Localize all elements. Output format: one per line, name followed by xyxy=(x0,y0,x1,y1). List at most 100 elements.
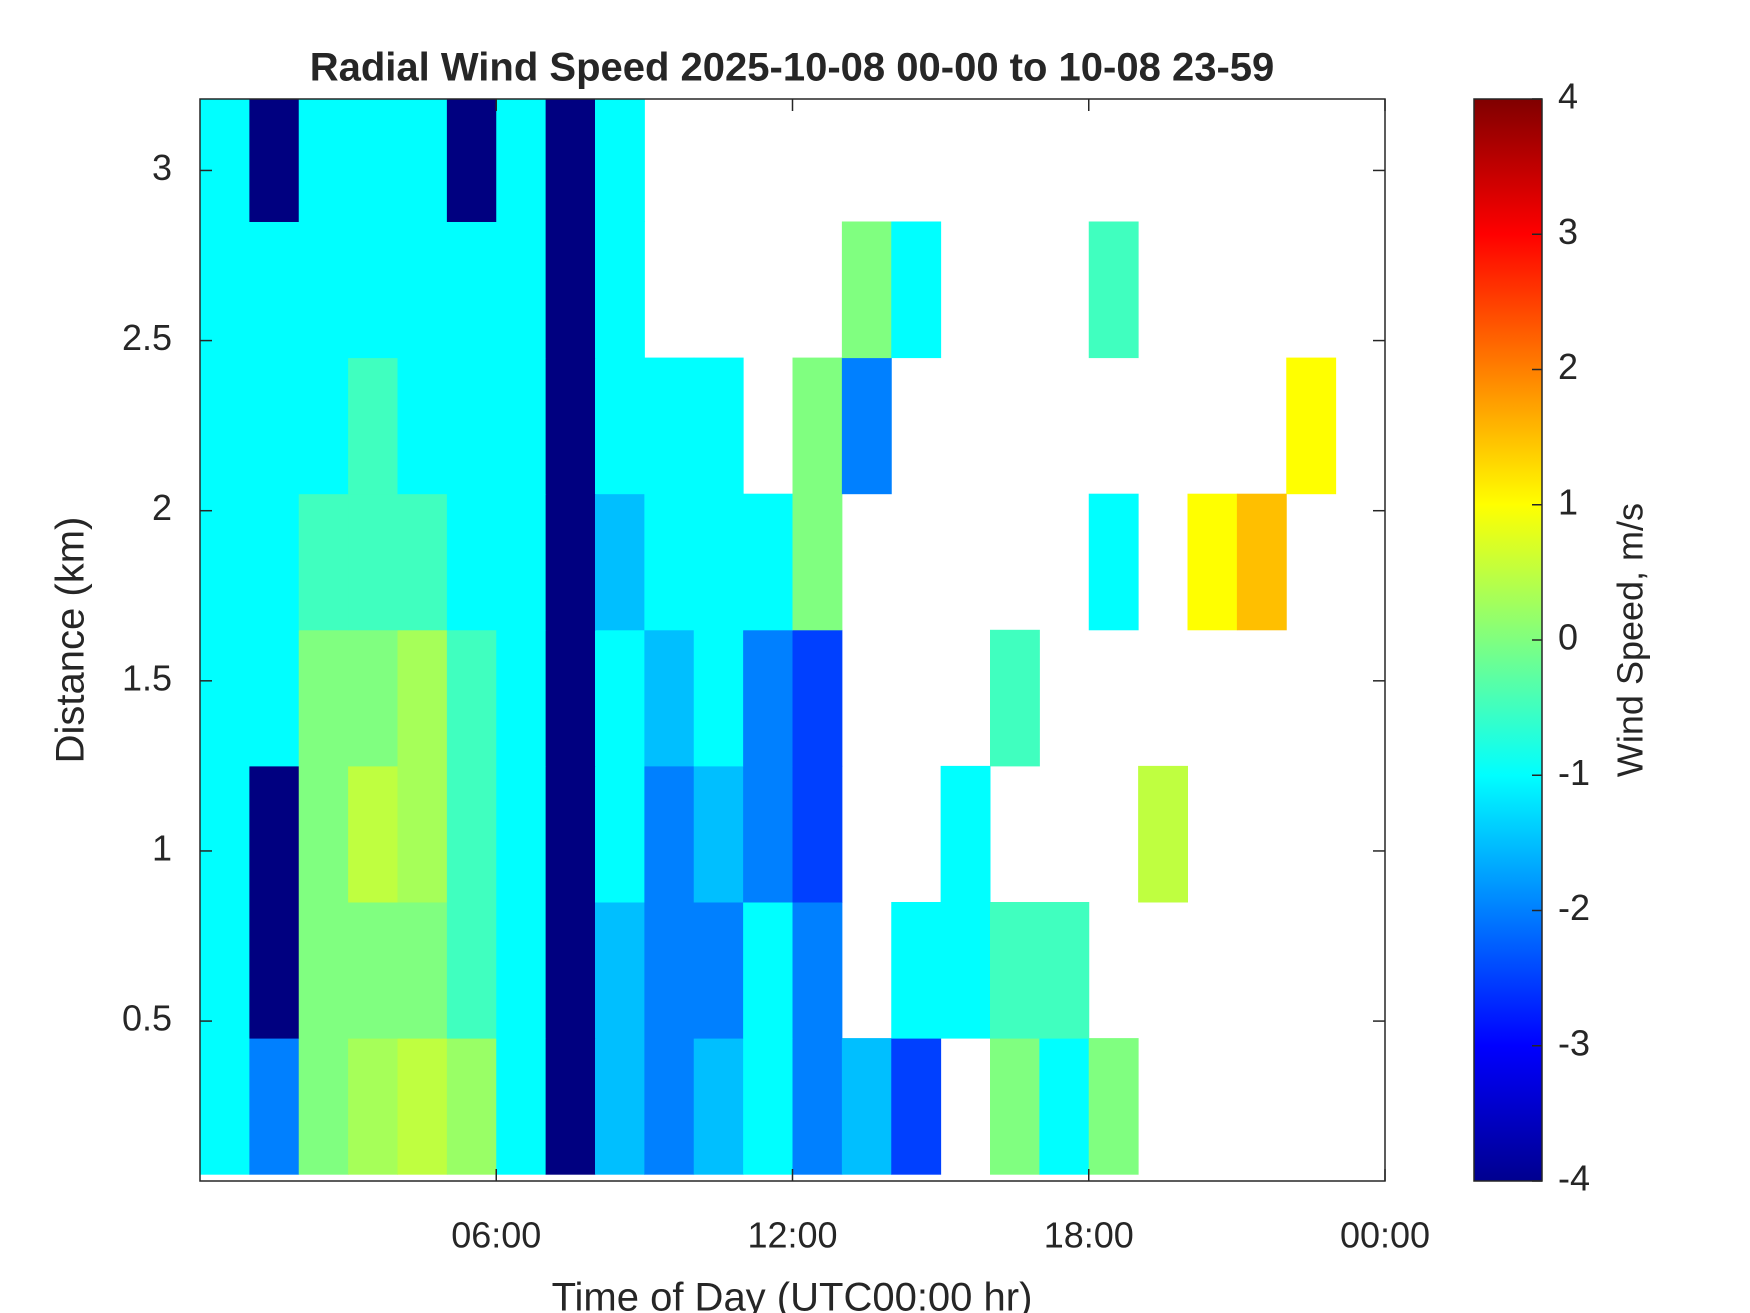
heatmap-cell xyxy=(545,221,596,359)
heatmap-cell xyxy=(397,221,448,359)
heatmap-cell xyxy=(397,1038,448,1175)
heatmap-cell xyxy=(348,901,398,1039)
heatmap-cell xyxy=(200,901,250,1039)
heatmap-cell xyxy=(348,99,398,222)
heatmap-cell xyxy=(743,493,793,631)
heatmap-cell xyxy=(990,1038,1040,1175)
heatmap-cell xyxy=(743,765,793,903)
y-tick-label: 1.5 xyxy=(122,657,172,698)
heatmap-cell xyxy=(397,99,448,222)
heatmap-cell xyxy=(743,629,793,767)
heatmap-cell xyxy=(446,901,497,1039)
heatmap-cell xyxy=(545,629,596,767)
heatmap-cell xyxy=(990,901,1040,1039)
heatmap-cell xyxy=(446,221,497,359)
heatmap-cell xyxy=(644,1038,695,1175)
heatmap-cell xyxy=(1138,765,1188,903)
heatmap-cell xyxy=(792,357,843,495)
heatmap-cell xyxy=(1039,1038,1090,1175)
heatmap-cell xyxy=(595,493,645,631)
y-axis-label: Distance (km) xyxy=(49,517,93,764)
colorbar-tick-label: -3 xyxy=(1558,1022,1590,1063)
y-tick-label: 0.5 xyxy=(122,998,172,1039)
heatmap-cell xyxy=(693,357,744,495)
y-tick-label: 2 xyxy=(152,487,172,528)
heatmap-cell xyxy=(496,357,547,495)
heatmap-cell xyxy=(200,99,250,222)
x-tick-label: 18:00 xyxy=(1044,1215,1134,1256)
heatmap-cell xyxy=(446,493,497,631)
heatmap-cell xyxy=(940,765,991,903)
heatmap-cell xyxy=(1088,493,1139,631)
heatmap-cell xyxy=(348,493,398,631)
heatmap-cell xyxy=(644,629,695,767)
heatmap-cell xyxy=(200,493,250,631)
y-tick-label: 2.5 xyxy=(122,317,172,358)
heatmap-cell xyxy=(792,765,843,903)
heatmap-cell xyxy=(545,357,596,495)
heatmap-cell xyxy=(348,1038,398,1175)
heatmap-cell xyxy=(940,901,991,1039)
heatmap-cell xyxy=(446,629,497,767)
heatmap-cell xyxy=(446,357,497,495)
heatmap xyxy=(200,99,1337,1175)
heatmap-cell xyxy=(743,901,793,1039)
heatmap-cell xyxy=(595,765,645,903)
heatmap-cell xyxy=(496,901,547,1039)
heatmap-cell xyxy=(397,629,448,767)
heatmap-cell xyxy=(298,901,349,1039)
heatmap-cell xyxy=(348,357,398,495)
chart-title: Radial Wind Speed 2025-10-08 00-00 to 10… xyxy=(310,46,1275,90)
y-tick-label: 3 xyxy=(152,147,172,188)
colorbar-tick-label: 1 xyxy=(1558,481,1578,522)
heatmap-cell xyxy=(249,765,300,903)
colorbar-tick-label: -2 xyxy=(1558,887,1590,928)
heatmap-cell xyxy=(545,901,596,1039)
heatmap-cell xyxy=(1088,1038,1139,1175)
colorbar-tick-label: 0 xyxy=(1558,617,1578,658)
heatmap-cell xyxy=(397,765,448,903)
heatmap-cell xyxy=(595,221,645,359)
heatmap-cell xyxy=(792,629,843,767)
heatmap-cell xyxy=(792,493,843,631)
heatmap-cell xyxy=(841,357,892,495)
x-tick-label: 06:00 xyxy=(451,1215,541,1256)
heatmap-cell xyxy=(200,357,250,495)
heatmap-cell xyxy=(496,493,547,631)
heatmap-cell xyxy=(249,357,300,495)
heatmap-cell xyxy=(200,765,250,903)
heatmap-cell xyxy=(595,629,645,767)
heatmap-cell xyxy=(693,493,744,631)
heatmap-cell xyxy=(693,629,744,767)
colorbar-label: Wind Speed, m/s xyxy=(1610,503,1651,777)
x-tick-label: 12:00 xyxy=(747,1215,837,1256)
heatmap-cell xyxy=(545,493,596,631)
heatmap-cell xyxy=(446,99,497,222)
heatmap-cell xyxy=(249,493,300,631)
heatmap-cell xyxy=(496,629,547,767)
heatmap-cell xyxy=(644,357,695,495)
heatmap-cell xyxy=(446,765,497,903)
heatmap-cell xyxy=(792,1038,843,1175)
colorbar-tick-label: -4 xyxy=(1558,1158,1590,1199)
heatmap-cell xyxy=(298,221,349,359)
heatmap-cell xyxy=(249,629,300,767)
heatmap-cell xyxy=(595,1038,645,1175)
colorbar-tick-label: 2 xyxy=(1558,346,1578,387)
x-tick-label: 00:00 xyxy=(1340,1215,1430,1256)
heatmap-cell xyxy=(298,629,349,767)
heatmap-cell xyxy=(298,357,349,495)
heatmap-cell xyxy=(496,765,547,903)
heatmap-cell xyxy=(496,1038,547,1175)
heatmap-cell xyxy=(200,629,250,767)
heatmap-cell xyxy=(644,493,695,631)
heatmap-cell xyxy=(1286,357,1337,495)
colorbar-tick-label: -1 xyxy=(1558,752,1590,793)
heatmap-cell xyxy=(1088,221,1139,359)
heatmap-cell xyxy=(792,901,843,1039)
heatmap-cell xyxy=(693,765,744,903)
x-axis-label: Time of Day (UTC00:00 hr) xyxy=(552,1276,1033,1313)
heatmap-cell xyxy=(249,221,300,359)
heatmap-cell xyxy=(496,221,547,359)
colorbar-tick-label: 3 xyxy=(1558,211,1578,252)
